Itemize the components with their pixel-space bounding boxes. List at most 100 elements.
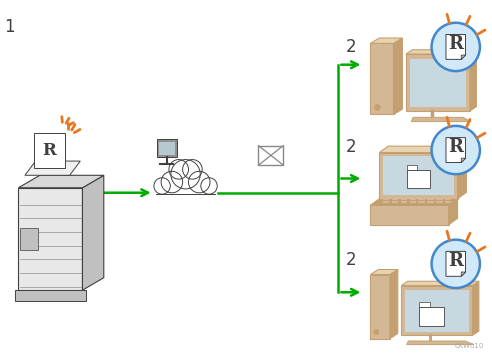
Polygon shape (159, 142, 175, 155)
Polygon shape (392, 197, 398, 198)
Text: R: R (448, 138, 463, 156)
Polygon shape (407, 341, 473, 345)
Polygon shape (446, 137, 465, 162)
Polygon shape (401, 281, 479, 286)
Polygon shape (445, 201, 452, 202)
Polygon shape (409, 59, 466, 107)
Polygon shape (428, 201, 434, 202)
Polygon shape (370, 205, 449, 225)
Polygon shape (411, 117, 471, 122)
Polygon shape (70, 125, 75, 129)
Polygon shape (479, 133, 485, 139)
Polygon shape (379, 152, 458, 199)
Polygon shape (83, 175, 104, 290)
Circle shape (431, 240, 480, 288)
Polygon shape (401, 286, 472, 335)
Polygon shape (383, 156, 454, 195)
Polygon shape (400, 197, 407, 198)
Polygon shape (370, 199, 458, 205)
Polygon shape (461, 55, 465, 59)
Polygon shape (419, 302, 430, 307)
Polygon shape (64, 118, 69, 123)
Polygon shape (156, 183, 215, 194)
Polygon shape (74, 130, 80, 135)
Polygon shape (407, 165, 417, 170)
Polygon shape (400, 199, 407, 200)
Polygon shape (418, 199, 425, 200)
Polygon shape (390, 270, 398, 338)
Circle shape (431, 23, 480, 71)
Polygon shape (15, 290, 86, 301)
Polygon shape (20, 227, 38, 250)
Text: 2: 2 (345, 251, 356, 270)
Polygon shape (66, 120, 70, 125)
Circle shape (431, 126, 480, 174)
Polygon shape (418, 197, 425, 198)
Polygon shape (370, 270, 398, 275)
Polygon shape (436, 199, 443, 200)
Polygon shape (458, 146, 466, 199)
Polygon shape (383, 197, 389, 198)
Polygon shape (466, 120, 470, 124)
Text: 2: 2 (345, 38, 356, 56)
Polygon shape (446, 35, 465, 59)
Polygon shape (472, 281, 479, 335)
Text: 2: 2 (345, 137, 356, 156)
Polygon shape (392, 199, 398, 200)
Polygon shape (446, 228, 451, 232)
Polygon shape (446, 251, 465, 276)
Circle shape (161, 171, 183, 193)
Polygon shape (409, 197, 416, 198)
Text: R: R (448, 252, 463, 270)
Polygon shape (446, 114, 451, 118)
Text: R: R (448, 35, 463, 53)
Polygon shape (407, 170, 430, 188)
Polygon shape (479, 30, 485, 36)
Polygon shape (479, 247, 485, 252)
Text: CKW010: CKW010 (455, 343, 484, 349)
Circle shape (183, 160, 202, 179)
Polygon shape (470, 50, 476, 111)
Polygon shape (68, 123, 73, 128)
Polygon shape (428, 199, 434, 200)
Polygon shape (449, 199, 458, 225)
Polygon shape (461, 158, 465, 162)
Polygon shape (405, 290, 469, 332)
Polygon shape (370, 275, 390, 338)
Circle shape (154, 178, 170, 194)
Polygon shape (383, 199, 389, 200)
Circle shape (374, 330, 379, 335)
Polygon shape (419, 307, 444, 326)
Polygon shape (406, 50, 476, 54)
Text: 1: 1 (4, 19, 15, 36)
Circle shape (188, 171, 210, 193)
Polygon shape (19, 175, 104, 188)
Polygon shape (157, 139, 177, 157)
Polygon shape (258, 146, 283, 165)
Circle shape (201, 178, 217, 194)
Polygon shape (34, 133, 64, 168)
Polygon shape (445, 199, 452, 200)
Polygon shape (436, 201, 443, 202)
Circle shape (169, 160, 188, 179)
Polygon shape (370, 43, 394, 115)
Circle shape (374, 105, 380, 110)
Polygon shape (428, 197, 434, 198)
Polygon shape (60, 114, 64, 119)
Polygon shape (466, 16, 470, 20)
Polygon shape (392, 201, 398, 202)
Polygon shape (461, 272, 465, 276)
Polygon shape (418, 201, 425, 202)
Polygon shape (466, 233, 470, 237)
Polygon shape (436, 197, 443, 198)
Polygon shape (445, 197, 452, 198)
Polygon shape (409, 199, 416, 200)
Polygon shape (406, 54, 470, 111)
Polygon shape (19, 188, 83, 290)
Polygon shape (383, 201, 389, 202)
Text: R: R (42, 142, 56, 159)
Polygon shape (379, 146, 466, 152)
Circle shape (171, 160, 200, 189)
Polygon shape (394, 38, 402, 115)
Polygon shape (400, 201, 407, 202)
